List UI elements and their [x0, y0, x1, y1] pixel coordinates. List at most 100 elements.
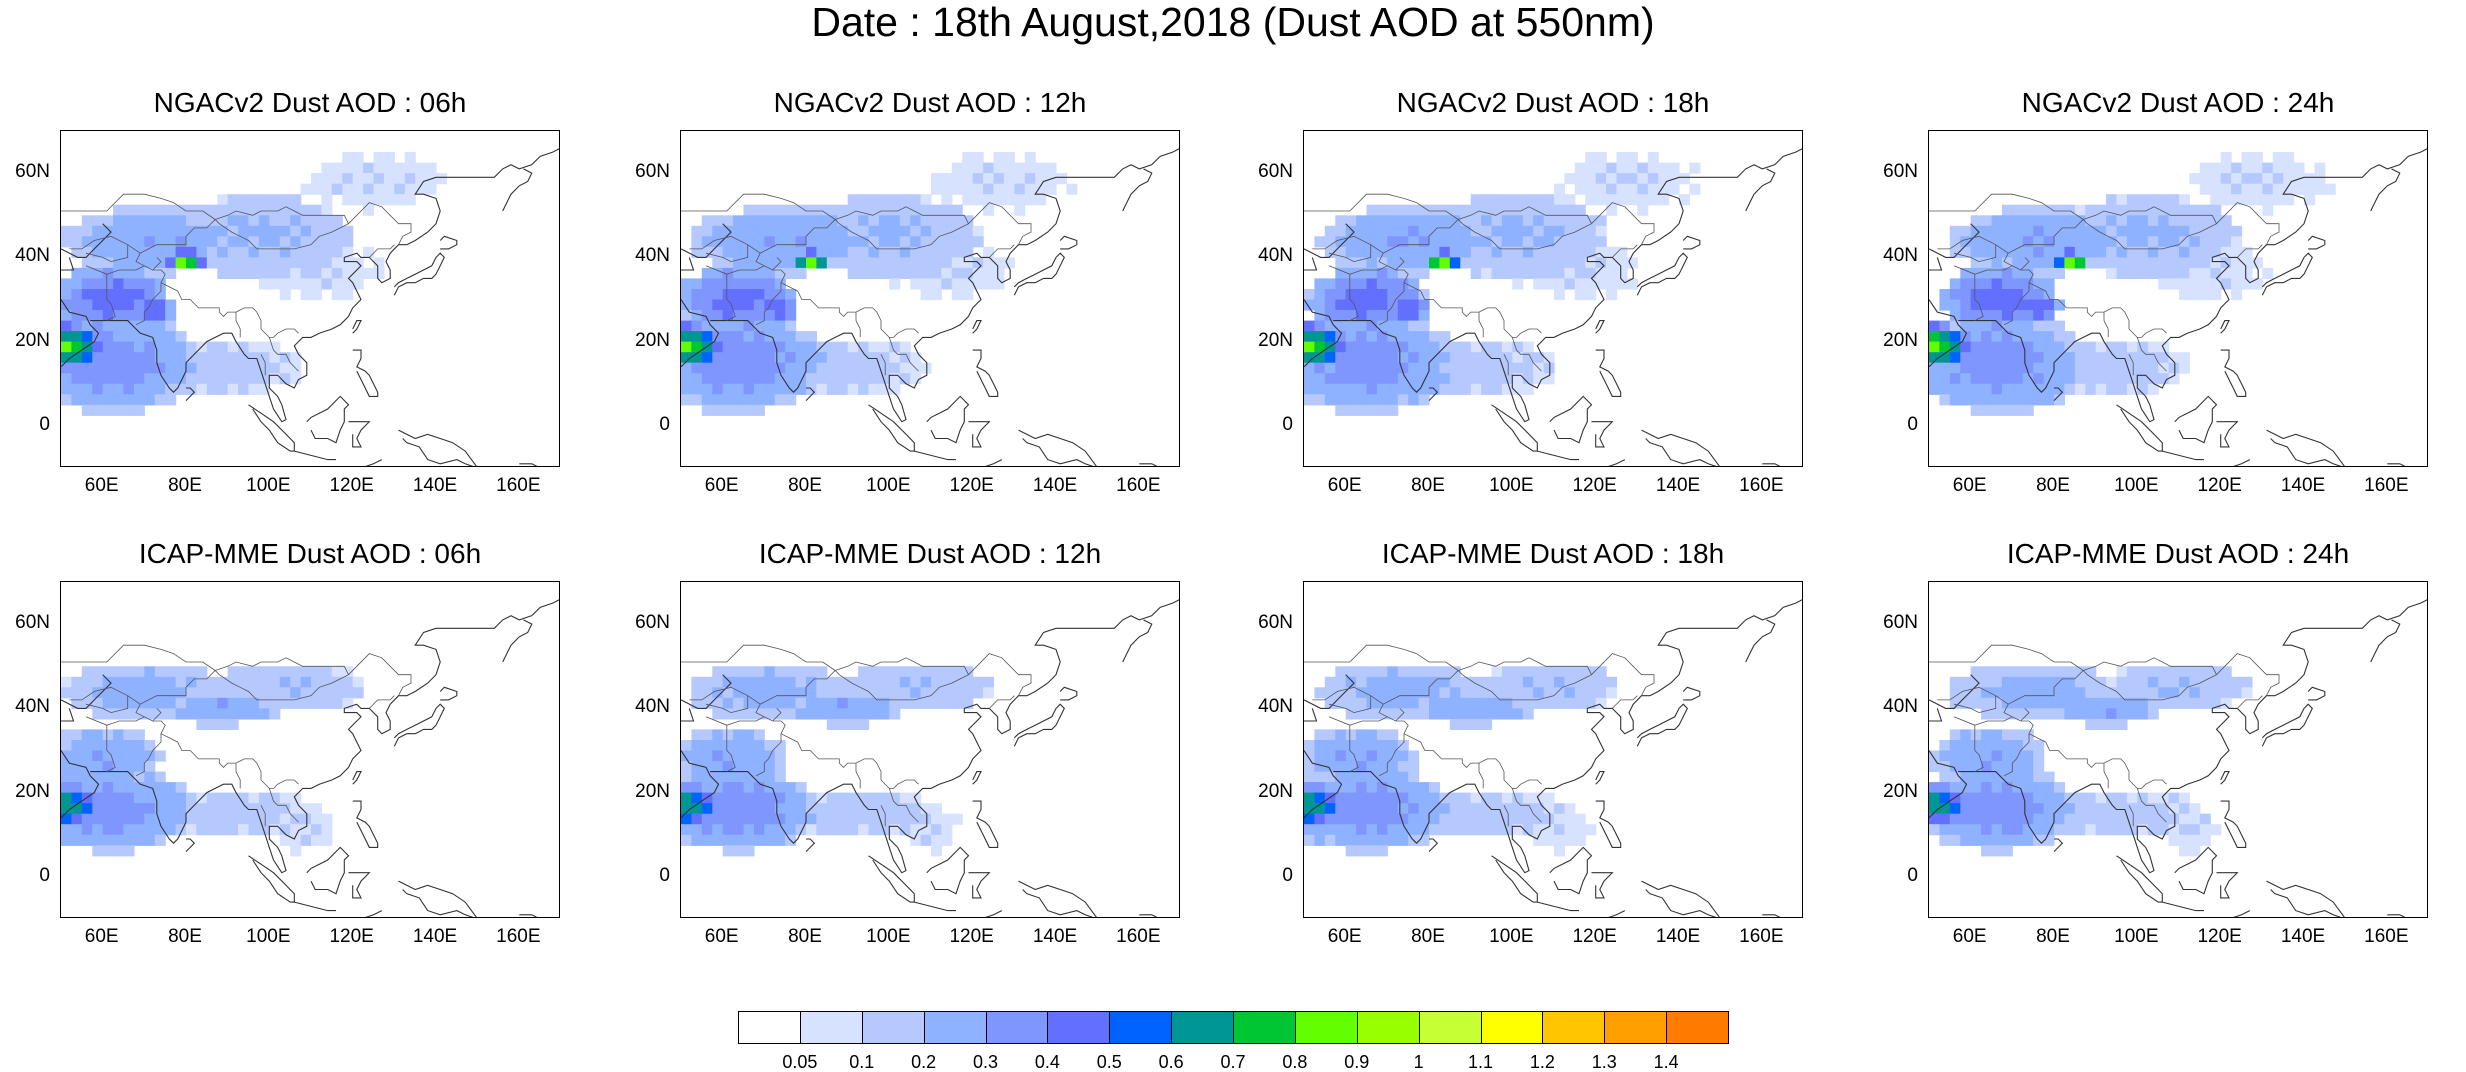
aod-cell [1481, 246, 1493, 258]
aod-cell [186, 215, 197, 227]
aod-cell [753, 352, 765, 364]
aod-cell [290, 687, 302, 699]
aod-cell [1522, 813, 1534, 825]
aod-cell [1981, 299, 1993, 311]
aod-cell [733, 771, 745, 783]
aod-cell [691, 824, 703, 836]
coastline [398, 429, 477, 466]
aod-cell [712, 236, 724, 248]
aod-cell [878, 341, 890, 353]
aod-cell [71, 362, 83, 374]
country-border [1304, 193, 1459, 220]
aod-cell [774, 740, 786, 752]
aod-cell [238, 225, 250, 237]
aod-cell [1522, 362, 1534, 374]
aod-cell [1324, 676, 1336, 688]
aod-cell [2158, 341, 2170, 353]
aod-cell [2272, 194, 2284, 206]
aod-cell [2158, 697, 2170, 709]
aod-cell [133, 215, 145, 227]
aod-cell [2033, 740, 2045, 752]
aod-cell [1356, 845, 1368, 857]
aod-cell [81, 750, 93, 762]
aod-cell [1366, 267, 1378, 279]
aod-cell [1533, 257, 1545, 269]
y-tick-label: 0 [1907, 864, 1918, 886]
aod-cell [722, 813, 734, 825]
aod-cell [712, 310, 724, 322]
aod-cell [123, 687, 135, 699]
aod-cell [1491, 687, 1503, 699]
aod-cell [733, 740, 745, 752]
aod-cell [2231, 246, 2243, 258]
aod-cell [154, 394, 166, 406]
aod-cell [1304, 740, 1315, 752]
aod-cell [816, 204, 828, 216]
aod-cell [186, 697, 197, 709]
aod-cell [1939, 383, 1951, 395]
aod-cell [847, 362, 859, 374]
map-canvas [1304, 148, 1802, 466]
aod-cell [206, 225, 218, 237]
aod-cell [826, 257, 838, 269]
aod-field [1929, 152, 2336, 416]
aod-cell [2001, 236, 2013, 248]
aod-cell [1512, 341, 1524, 353]
aod-cell [931, 676, 942, 688]
aod-cell [733, 792, 745, 804]
aod-cell [1387, 289, 1399, 301]
map-canvas [61, 599, 559, 917]
aod-cell [785, 687, 797, 699]
aod-cell [154, 383, 166, 395]
y-tick-label: 0 [39, 864, 50, 886]
aod-cell [2054, 299, 2065, 311]
aod-cell [113, 373, 125, 385]
aod-cell [2147, 792, 2159, 804]
aod-cell [1949, 729, 1961, 741]
aod-cell [2033, 278, 2045, 290]
coastline [968, 421, 991, 448]
aod-cell [753, 792, 765, 804]
aod-cell [1387, 310, 1399, 322]
aod-cell [2126, 257, 2138, 269]
aod-cell [248, 246, 260, 258]
aod-cell [1991, 761, 2003, 773]
coastline [2220, 800, 2247, 848]
aod-cell [1970, 215, 1982, 227]
coastlines [1304, 599, 1802, 917]
aod-cell [2022, 729, 2034, 741]
aod-cell [1616, 267, 1628, 279]
aod-cell [878, 697, 890, 709]
aod-cell [733, 708, 745, 720]
aod-cell [113, 834, 125, 846]
aod-cell [743, 225, 755, 237]
aod-cell [1470, 676, 1482, 688]
aod-cell [1335, 687, 1347, 699]
aod-cell [1418, 267, 1430, 279]
aod-cell [1429, 215, 1440, 227]
aod-cell [701, 383, 713, 395]
aod-cell [2147, 267, 2159, 279]
aod-cell [1408, 362, 1420, 374]
aod-cell [1345, 341, 1357, 353]
aod-cell [1939, 761, 1951, 773]
aod-cell [1335, 299, 1347, 311]
aod-cell [847, 204, 859, 216]
aod-cell [899, 215, 911, 227]
aod-cell [1460, 824, 1472, 836]
aod-cell [774, 299, 786, 311]
coastline [710, 599, 1179, 874]
coastline [61, 223, 112, 258]
aod-cell [2220, 225, 2232, 237]
aod-cell [889, 373, 901, 385]
aod-cell [165, 676, 177, 688]
aod-cell [2001, 225, 2013, 237]
aod-cell [1418, 708, 1430, 720]
aod-cell [2199, 697, 2211, 709]
aod-cell [2126, 824, 2138, 836]
aod-cell [102, 708, 114, 720]
aod-cell [826, 697, 838, 709]
aod-cell [175, 792, 187, 804]
aod-cell [61, 320, 72, 332]
aod-cell [785, 676, 797, 688]
